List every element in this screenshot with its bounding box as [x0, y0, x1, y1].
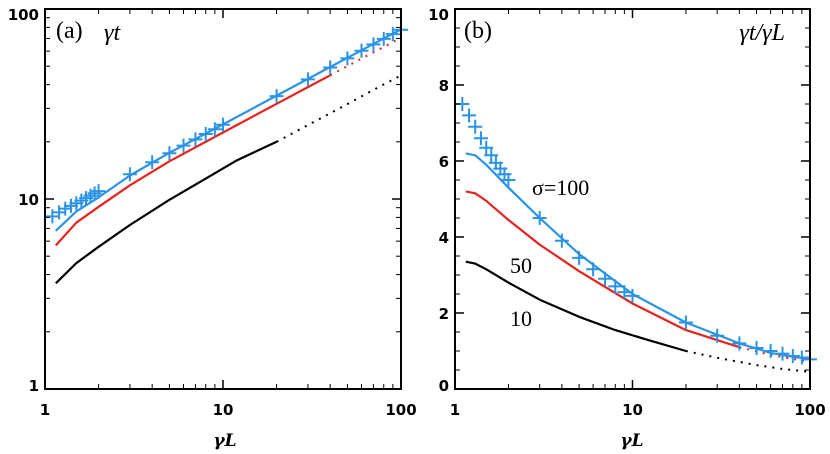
- y-tick-label: 4: [439, 229, 449, 247]
- plus-marker: [586, 262, 601, 277]
- annotation-sigma-10: 10: [510, 306, 532, 331]
- plus-marker: [207, 122, 222, 137]
- y-tick-label: 0: [439, 377, 449, 395]
- plus-marker: [775, 346, 790, 361]
- panel-a-frame: [44, 8, 402, 390]
- plus-marker: [376, 31, 391, 46]
- annotation-sigma-100: σ=100: [532, 175, 589, 200]
- series-dotted-1: [739, 346, 811, 363]
- panel-a-xlabel: γL: [213, 431, 236, 451]
- y-tick-label: 10: [428, 6, 449, 24]
- plus-marker: [122, 167, 137, 182]
- plus-marker: [269, 89, 284, 104]
- plus-marker: [710, 328, 725, 343]
- plus-marker: [145, 155, 160, 170]
- plus-marker: [554, 233, 569, 248]
- panel-a-plot-area: [45, 22, 408, 285]
- x-tick-label: 100: [385, 401, 416, 419]
- plus-marker: [91, 184, 106, 199]
- plus-marker: [366, 37, 381, 52]
- plus-marker: [300, 72, 315, 87]
- plus-marker: [572, 250, 587, 265]
- plus-marker: [340, 51, 355, 66]
- plus-marker: [785, 348, 800, 363]
- plus-marker: [479, 140, 494, 155]
- plus-marker: [198, 126, 213, 141]
- plus-marker: [468, 119, 483, 134]
- panel-a-label: (a): [56, 18, 83, 44]
- plus-marker: [749, 340, 764, 355]
- panel-a-title: γt: [104, 20, 121, 46]
- plus-marker: [598, 271, 613, 286]
- series-line-0: [55, 140, 278, 285]
- plus-marker: [473, 131, 488, 146]
- panel-b-xlabel: γL: [620, 431, 643, 451]
- x-tick-label: 10: [622, 401, 643, 419]
- x-tick-label: 10: [213, 401, 234, 419]
- series-dotted-0: [276, 74, 402, 143]
- panel-a-ticks: 1 10 100 1 10 100: [8, 6, 417, 419]
- x-tick-label: 1: [40, 401, 50, 419]
- plus-marker: [617, 285, 632, 300]
- series-line-1: [465, 190, 740, 349]
- plus-marker: [162, 146, 177, 161]
- x-tick-label: 100: [794, 401, 825, 419]
- y-tick-label: 8: [439, 77, 449, 95]
- plus-marker: [484, 148, 499, 163]
- plus-marker: [678, 315, 693, 330]
- plus-marker: [501, 173, 516, 187]
- plus-marker: [323, 60, 338, 75]
- panel-a: 1 10 100 1 10 100 (a) γt γL: [8, 6, 417, 451]
- plus-marker: [608, 279, 623, 294]
- series-dotted-0: [685, 350, 811, 373]
- plus-marker: [354, 43, 369, 58]
- series-line-1: [54, 74, 331, 247]
- plus-marker: [216, 117, 230, 132]
- panel-b-title: γt/γL: [739, 20, 785, 46]
- plus-marker: [385, 27, 400, 42]
- panel-b-frame: [454, 8, 811, 390]
- x-tick-label: 1: [450, 401, 460, 419]
- panel-b-ticks: 1 10 100 0 2 4 6 8 10: [428, 6, 826, 419]
- plus-marker: [462, 108, 477, 123]
- panel-b: 1 10 100 0 2 4 6 8 10 (b) γt/γL σ=100 50 10 γL: [428, 6, 826, 451]
- plus-marker: [763, 344, 778, 358]
- plus-marker: [176, 138, 191, 153]
- plus-marker: [732, 336, 747, 351]
- plus-marker: [188, 132, 203, 147]
- plus-marker: [794, 350, 809, 365]
- y-tick-label: 100: [8, 6, 39, 24]
- y-tick-label: 10: [18, 191, 39, 209]
- panel-b-label: (b): [464, 18, 492, 44]
- plus-marker: [58, 201, 73, 216]
- plus-marker: [532, 211, 547, 225]
- y-tick-label: 6: [439, 153, 449, 171]
- y-tick-label: 1: [29, 377, 39, 395]
- series-dotted-1: [329, 36, 402, 77]
- panel-b-plot-area: [455, 97, 817, 373]
- y-tick-label: 2: [439, 305, 449, 323]
- series-line-0: [465, 260, 687, 353]
- annotation-sigma-50: 50: [510, 253, 532, 278]
- plus-marker: [625, 288, 640, 303]
